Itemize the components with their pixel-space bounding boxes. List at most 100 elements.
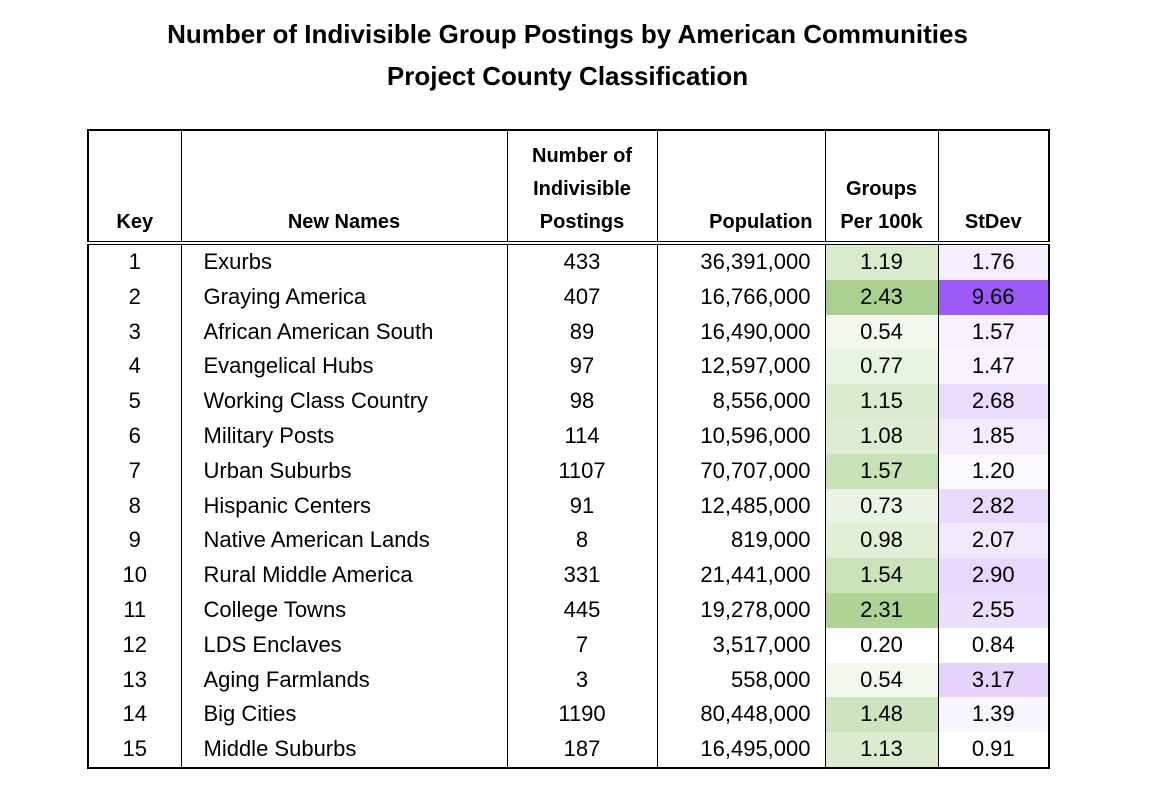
cell-key: 7	[87, 453, 182, 489]
cell-postings: 407	[506, 279, 658, 315]
cell-postings: 433	[506, 243, 658, 280]
cell-name: Exurbs	[180, 243, 508, 280]
table-title-line-2: Project County Classification	[386, 61, 749, 91]
table-row: 1 Exurbs 433 36,391,000 1.19 1.76	[87, 243, 1050, 280]
cell-population: 8,556,000	[656, 384, 826, 419]
cell-groups-per-100k: 1.08	[824, 418, 939, 454]
table-row: 12 LDS Enclaves 7 3,517,000 0.20 0.84	[87, 627, 1050, 663]
cell-groups-per-100k: 0.98	[824, 523, 939, 559]
header-population-label: Population	[709, 211, 813, 233]
cell-postings: 3	[506, 662, 658, 698]
cell-key: 5	[87, 384, 182, 419]
cell-groups-per-100k: 1.13	[824, 732, 939, 768]
table-row: 8 Hispanic Centers 91 12,485,000 0.73 2.82	[87, 488, 1050, 524]
cell-population: 819,000	[656, 523, 826, 559]
cell-name: Graying America	[180, 279, 508, 315]
table-row: 13 Aging Farmlands 3 558,000 0.54 3.17	[87, 662, 1050, 698]
cell-stdev: 1.39	[937, 697, 1050, 733]
cell-key: 1	[87, 243, 182, 280]
cell-key: 10	[87, 558, 182, 593]
cell-groups-per-100k: 0.77	[824, 349, 939, 385]
table-row: 9 Native American Lands 8 819,000 0.98 2.07	[87, 523, 1050, 559]
cell-groups-per-100k: 0.73	[824, 488, 939, 524]
table-row: 11 College Towns 445 19,278,000 2.31 2.55	[87, 592, 1050, 628]
cell-stdev: 2.90	[937, 558, 1050, 593]
cell-groups-per-100k: 0.54	[824, 314, 939, 350]
header-postings-line-2: Indivisible	[533, 178, 631, 200]
header-groups-line-2: Per 100k	[840, 211, 923, 233]
table-row: 7 Urban Suburbs 1107 70,707,000 1.57 1.20	[87, 453, 1050, 489]
cell-population: 3,517,000	[656, 627, 826, 663]
cell-postings: 89	[506, 314, 658, 350]
cell-name: Native American Lands	[180, 523, 508, 559]
header-key-label: Key	[116, 211, 154, 233]
header-groups-per-100k: Groups Per 100k	[824, 130, 939, 245]
header-new-names-label: New Names	[287, 211, 401, 233]
table-row: 6 Military Posts 114 10,596,000 1.08 1.85	[87, 418, 1050, 454]
cell-key: 12	[87, 627, 182, 663]
cell-key: 11	[87, 592, 182, 628]
table-row: 14 Big Cities 1190 80,448,000 1.48 1.39	[87, 697, 1050, 733]
cell-name: Working Class Country	[180, 384, 508, 419]
cell-key: 8	[87, 488, 182, 524]
cell-key: 4	[87, 349, 182, 385]
cell-population: 80,448,000	[656, 697, 826, 733]
cell-stdev: 1.57	[937, 314, 1050, 350]
cell-stdev: 1.76	[937, 243, 1050, 280]
cell-postings: 97	[506, 349, 658, 385]
cell-population: 36,391,000	[656, 243, 826, 280]
cell-name: Big Cities	[180, 697, 508, 733]
table-row: 15 Middle Suburbs 187 16,495,000 1.13 0.91	[87, 732, 1050, 768]
cell-stdev: 0.84	[937, 627, 1050, 663]
cell-postings: 114	[506, 418, 658, 454]
table-row: 5 Working Class Country 98 8,556,000 1.15 2.6…	[87, 384, 1050, 419]
cell-postings: 1107	[506, 453, 658, 489]
cell-groups-per-100k: 2.31	[824, 592, 939, 628]
cell-name: LDS Enclaves	[180, 627, 508, 663]
cell-postings: 331	[506, 558, 658, 593]
header-postings-line-1: Number of	[532, 145, 632, 167]
cell-population: 19,278,000	[656, 592, 826, 628]
cell-name: College Towns	[180, 592, 508, 628]
cell-postings: 98	[506, 384, 658, 419]
header-postings: Number of Indivisible Postings	[506, 130, 658, 245]
cell-stdev: 1.20	[937, 453, 1050, 489]
cell-population: 16,490,000	[656, 314, 826, 350]
cell-postings: 91	[506, 488, 658, 524]
header-new-names: New Names	[180, 130, 508, 245]
cell-groups-per-100k: 1.57	[824, 453, 939, 489]
classification-table: Key New Names Number of Indivisible Post…	[87, 129, 1050, 769]
cell-groups-per-100k: 2.43	[824, 279, 939, 315]
cell-stdev: 9.66	[937, 279, 1050, 315]
table-title-line-1: Number of Indivisible Group Postings by …	[167, 19, 968, 49]
header-stdev-label: StDev	[964, 211, 1022, 233]
cell-key: 15	[87, 732, 182, 768]
cell-key: 14	[87, 697, 182, 733]
cell-name: African American South	[180, 314, 508, 350]
cell-name: Evangelical Hubs	[180, 349, 508, 385]
cell-population: 12,597,000	[656, 349, 826, 385]
cell-key: 9	[87, 523, 182, 559]
header-key: Key	[87, 130, 182, 245]
cell-groups-per-100k: 1.15	[824, 384, 939, 419]
cell-population: 70,707,000	[656, 453, 826, 489]
cell-stdev: 1.47	[937, 349, 1050, 385]
table-row: 3 African American South 89 16,490,000 0.54 1…	[87, 314, 1050, 350]
table-row: 2 Graying America 407 16,766,000 2.43 9.66	[87, 279, 1050, 315]
table-row: 10 Rural Middle America 331 21,441,000 1.54 2…	[87, 558, 1050, 593]
cell-groups-per-100k: 1.19	[824, 243, 939, 280]
cell-groups-per-100k: 0.54	[824, 662, 939, 698]
cell-key: 13	[87, 662, 182, 698]
cell-key: 6	[87, 418, 182, 454]
cell-population: 21,441,000	[656, 558, 826, 593]
cell-postings: 7	[506, 627, 658, 663]
cell-groups-per-100k: 1.48	[824, 697, 939, 733]
cell-population: 16,766,000	[656, 279, 826, 315]
cell-postings: 187	[506, 732, 658, 768]
header-groups-line-1: Groups	[845, 178, 918, 200]
cell-groups-per-100k: 1.54	[824, 558, 939, 593]
cell-population: 12,485,000	[656, 488, 826, 524]
cell-population: 10,596,000	[656, 418, 826, 454]
cell-postings: 8	[506, 523, 658, 559]
cell-stdev: 0.91	[937, 732, 1050, 768]
